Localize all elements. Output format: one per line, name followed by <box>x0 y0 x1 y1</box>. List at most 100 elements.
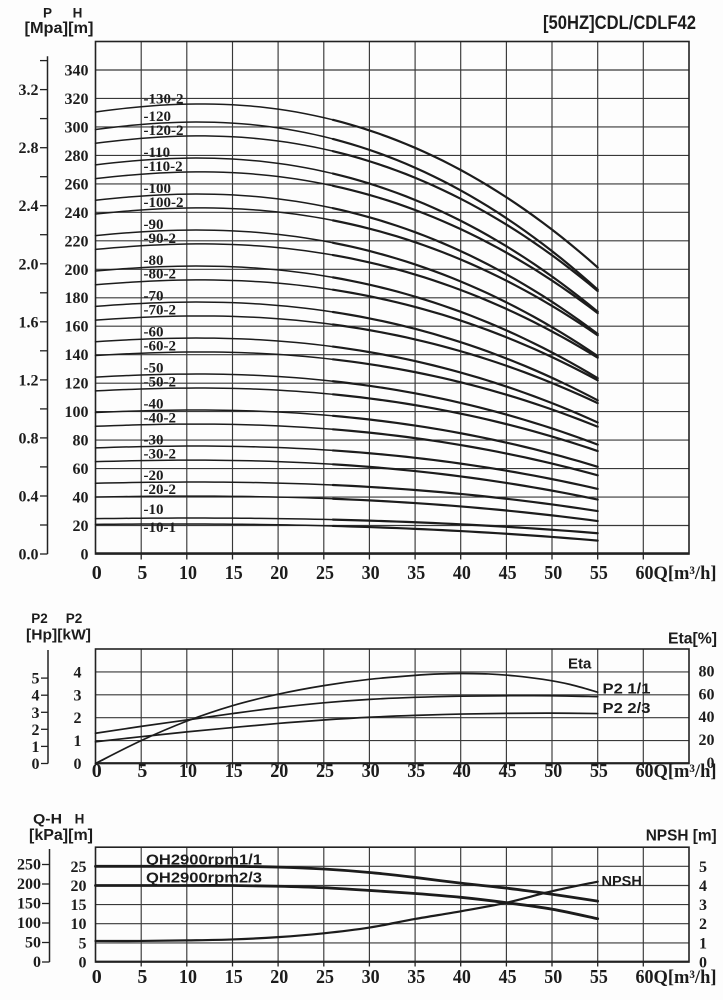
svg-text:40: 40 <box>699 709 715 726</box>
svg-text:0: 0 <box>699 955 707 972</box>
svg-text:15: 15 <box>225 760 243 782</box>
svg-text:QH2900rpm1/1: QH2900rpm1/1 <box>146 852 262 869</box>
svg-text:-70: -70 <box>144 289 164 305</box>
svg-text:-50-2: -50-2 <box>144 375 177 391</box>
svg-text:200: 200 <box>17 876 41 893</box>
svg-text:-60-2: -60-2 <box>144 339 177 355</box>
svg-text:55: 55 <box>590 562 608 584</box>
svg-text:0: 0 <box>707 755 715 772</box>
svg-text:-20-2: -20-2 <box>144 482 177 498</box>
svg-text:Q[m³/h]: Q[m³/h] <box>654 967 717 988</box>
svg-text:-100: -100 <box>144 181 172 197</box>
svg-text:2: 2 <box>32 722 40 739</box>
svg-text:80: 80 <box>699 663 715 680</box>
svg-text:Q-H: Q-H <box>33 812 62 827</box>
svg-text:4: 4 <box>699 878 707 895</box>
svg-text:180: 180 <box>65 290 89 307</box>
svg-text:300: 300 <box>65 119 89 136</box>
svg-text:NPSH: NPSH <box>602 874 642 890</box>
svg-text:30: 30 <box>362 760 380 782</box>
svg-text:0.8: 0.8 <box>19 430 39 447</box>
svg-text:0.0: 0.0 <box>19 547 39 564</box>
svg-text:60: 60 <box>699 686 715 703</box>
svg-text:10: 10 <box>179 760 197 782</box>
svg-text:15: 15 <box>225 966 243 988</box>
svg-text:320: 320 <box>65 91 89 108</box>
svg-text:100: 100 <box>17 915 41 932</box>
svg-text:160: 160 <box>65 319 89 336</box>
svg-text:0.4: 0.4 <box>19 489 39 506</box>
svg-text:20: 20 <box>270 562 288 584</box>
svg-text:2: 2 <box>74 710 82 727</box>
svg-text:2.8: 2.8 <box>19 140 39 157</box>
svg-text:60: 60 <box>636 760 654 782</box>
svg-text:5: 5 <box>79 935 87 952</box>
svg-text:25: 25 <box>316 562 334 584</box>
svg-text:-100-2: -100-2 <box>144 195 184 211</box>
svg-text:0: 0 <box>92 562 102 584</box>
svg-text:250: 250 <box>17 857 41 874</box>
svg-text:P2: P2 <box>31 611 48 626</box>
svg-text:-80: -80 <box>144 253 164 269</box>
svg-text:0: 0 <box>79 955 87 972</box>
svg-text:15: 15 <box>225 562 243 584</box>
svg-text:2.0: 2.0 <box>19 256 39 273</box>
svg-text:10: 10 <box>179 562 197 584</box>
svg-text:P2: P2 <box>66 611 83 626</box>
svg-text:60: 60 <box>73 461 89 478</box>
svg-text:25: 25 <box>71 859 87 876</box>
svg-text:[kPa][m]: [kPa][m] <box>29 827 93 844</box>
svg-text:55: 55 <box>590 966 608 988</box>
svg-text:40: 40 <box>453 966 471 988</box>
svg-text:150: 150 <box>17 896 41 913</box>
svg-text:-40-2: -40-2 <box>144 410 177 426</box>
svg-text:3: 3 <box>74 687 82 704</box>
svg-text:50: 50 <box>544 966 562 988</box>
svg-text:260: 260 <box>65 176 89 193</box>
svg-text:H: H <box>73 6 83 21</box>
svg-text:1: 1 <box>699 935 707 952</box>
svg-text:-120-2: -120-2 <box>144 123 184 139</box>
svg-text:-40: -40 <box>144 396 164 412</box>
svg-text:0: 0 <box>81 547 89 564</box>
svg-text:45: 45 <box>499 562 517 584</box>
svg-text:1.6: 1.6 <box>19 314 39 331</box>
svg-text:5: 5 <box>137 966 147 988</box>
svg-text:200: 200 <box>65 262 89 279</box>
svg-text:340: 340 <box>65 63 89 80</box>
svg-text:-120: -120 <box>144 109 172 125</box>
svg-text:80: 80 <box>73 433 89 450</box>
svg-text:-110-2: -110-2 <box>144 159 183 175</box>
svg-text:QH2900rpm2/3: QH2900rpm2/3 <box>146 870 262 887</box>
svg-text:3.2: 3.2 <box>19 82 39 99</box>
svg-text:25: 25 <box>316 966 334 988</box>
svg-text:100: 100 <box>65 404 89 421</box>
svg-text:P2 1/1: P2 1/1 <box>603 682 651 698</box>
svg-text:40: 40 <box>453 760 471 782</box>
svg-text:120: 120 <box>65 376 89 393</box>
svg-text:50: 50 <box>544 760 562 782</box>
svg-text:0: 0 <box>92 966 102 988</box>
svg-text:20: 20 <box>270 760 288 782</box>
svg-text:P: P <box>43 6 52 21</box>
svg-text:-50: -50 <box>144 361 164 377</box>
svg-text:-80-2: -80-2 <box>144 267 177 283</box>
svg-text:50: 50 <box>25 935 41 952</box>
svg-text:20: 20 <box>71 878 87 895</box>
svg-text:240: 240 <box>65 205 89 222</box>
svg-text:-10-1: -10-1 <box>144 520 177 536</box>
svg-text:60: 60 <box>636 562 654 584</box>
svg-text:1.2: 1.2 <box>19 372 39 389</box>
svg-text:55: 55 <box>590 760 608 782</box>
svg-text:-70-2: -70-2 <box>144 303 177 319</box>
svg-text:0: 0 <box>33 954 41 971</box>
svg-text:45: 45 <box>499 760 517 782</box>
svg-text:10: 10 <box>71 916 87 933</box>
svg-text:10: 10 <box>179 966 197 988</box>
svg-text:2: 2 <box>699 916 707 933</box>
svg-text:5: 5 <box>137 760 147 782</box>
svg-text:-10: -10 <box>144 502 164 518</box>
svg-text:20: 20 <box>270 966 288 988</box>
svg-text:Q[m³/h]: Q[m³/h] <box>654 563 717 584</box>
svg-text:5: 5 <box>699 859 707 876</box>
